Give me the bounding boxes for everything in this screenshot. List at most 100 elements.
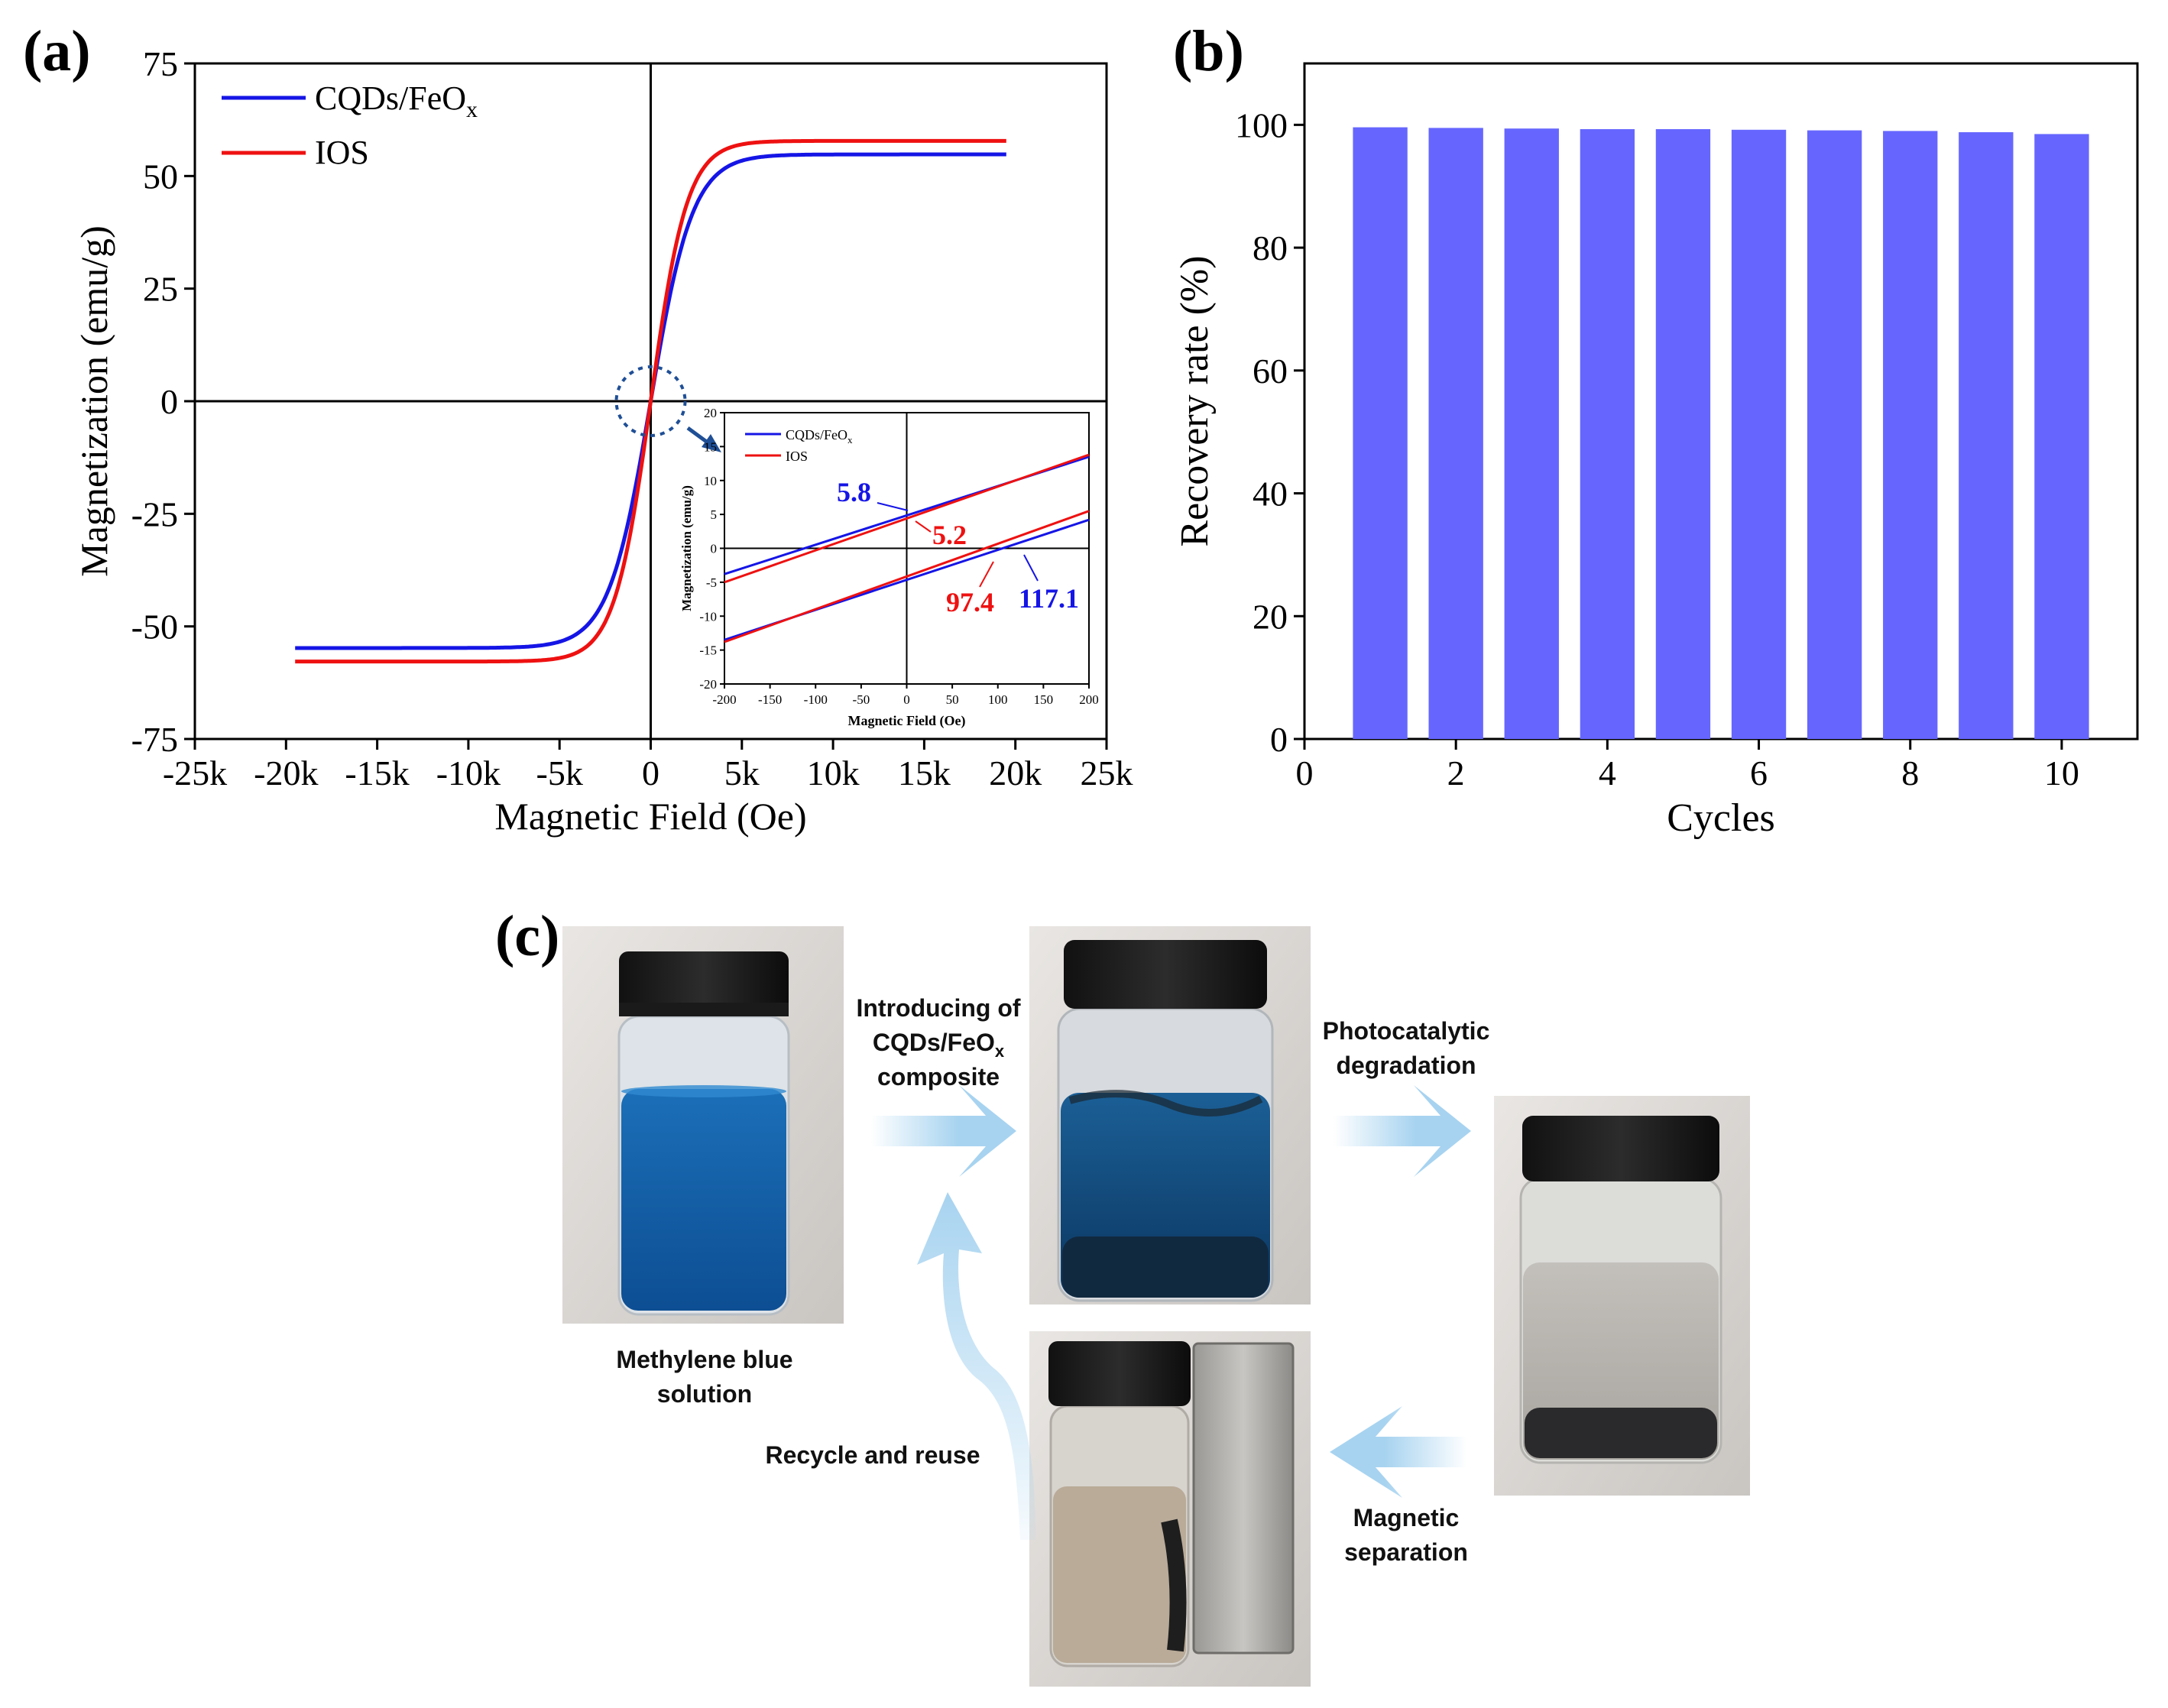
panel-c-label: (c) <box>495 904 559 968</box>
caption-introducing-line3: composite <box>877 1063 1000 1091</box>
caption-magnetic-line2: separation <box>1344 1538 1468 1566</box>
chart-a-ytick-label: 50 <box>143 157 178 196</box>
chart-b-ytick-label: 0 <box>1270 720 1288 759</box>
inset-annotation-label: 117.1 <box>1019 583 1079 614</box>
chart-a-series-ios <box>295 138 1006 664</box>
chart-b-bar <box>1731 129 1787 739</box>
chart-b-frame <box>1303 62 2139 741</box>
inset-ytick-label: -10 <box>699 609 717 624</box>
inset-xtick-label: 50 <box>946 692 959 707</box>
caption-recycle: Recycle and reuse <box>765 1441 980 1469</box>
chart-a-xtick-label: 10k <box>807 754 860 792</box>
chart-b-bar <box>1655 128 1711 740</box>
photo-methylene-blue <box>562 926 844 1324</box>
chart-b-xlabel: Cycles <box>1667 796 1775 840</box>
chart-b-ytick-label: 20 <box>1253 597 1288 636</box>
chart-b-bar <box>1428 128 1483 739</box>
caption-magnetic-line1: Magnetic <box>1353 1504 1460 1531</box>
chart-a-xtick-label: 0 <box>642 754 659 792</box>
chart-b-ytick-label: 40 <box>1253 475 1288 514</box>
chart-a-xtick-label: 15k <box>898 754 951 792</box>
chart-b-ytick-label: 100 <box>1235 105 1288 144</box>
chart-b-xtick-label: 6 <box>1750 754 1768 792</box>
chart-a-ylabel: Magnetization (emu/g) <box>73 225 115 577</box>
inset-annotation-label: 97.4 <box>946 587 994 617</box>
chart-a-xlabel: Magnetic Field (Oe) <box>494 795 806 838</box>
chart-b-xtick-label: 2 <box>1447 754 1465 792</box>
inset-series-ios-lower <box>724 510 1090 643</box>
inset-annotation-leader <box>915 520 932 533</box>
chart-b-bar <box>1580 128 1635 740</box>
chart-a-ytick-label: 0 <box>160 382 178 421</box>
inset-ytick-label: -20 <box>699 677 717 692</box>
chart-a-xtick-label: -5k <box>536 754 583 792</box>
arrow-photocatalytic <box>1334 1085 1471 1177</box>
chart-b-xtick-label: 8 <box>1901 754 1919 792</box>
chart-a-ytick-label: -75 <box>131 720 178 759</box>
panel-b-label: (b) <box>1173 19 1244 83</box>
caption-group: Methylene blue solution Introducing of C… <box>616 994 1489 1566</box>
inset-xtick-label: -50 <box>853 692 870 707</box>
inset-annotation-label: 5.2 <box>932 520 967 550</box>
inset-ytick-label: 5 <box>711 507 718 522</box>
inset-xtick-label: 100 <box>988 692 1008 707</box>
inset-ytick-label: -5 <box>706 575 717 590</box>
photo-degraded <box>1494 1096 1750 1496</box>
inset-annotation-leader <box>877 502 909 511</box>
chart-a-ytick-label: 75 <box>143 44 178 83</box>
chart-a-zoom-circle <box>614 365 687 437</box>
inset-xtick-label: 200 <box>1079 692 1099 707</box>
inset-annotation-leader <box>979 561 994 588</box>
chart-a-xtick-label: 20k <box>989 754 1042 792</box>
inset-ytick-label: 0 <box>711 542 718 556</box>
arrow-magnetic-separation <box>1330 1406 1467 1498</box>
inset-annotation-label: 5.8 <box>837 477 871 507</box>
caption-photocatalytic-line2: degradation <box>1336 1052 1476 1079</box>
chart-b-bar <box>1883 131 1938 739</box>
chart-a-zoom-arrowhead <box>702 434 721 452</box>
chart-b-bar <box>1959 132 2014 740</box>
chart-a-ytick-label: 25 <box>143 270 178 309</box>
chart-a-xtick-label: 25k <box>1081 754 1133 792</box>
chart-b-bar <box>2034 134 2089 739</box>
caption-introducing-line1: Introducing of <box>856 994 1020 1022</box>
inset-xtick-label: 0 <box>903 692 910 707</box>
chart-a-legend-label-cqds: CQDs/FeOx <box>315 79 478 122</box>
chart-b-xtick-label: 0 <box>1296 754 1314 792</box>
chart-b-bar <box>1807 130 1862 739</box>
chart-b-ylabel: Recovery rate (%) <box>1173 255 1217 546</box>
inset-ytick-label: 15 <box>704 439 717 454</box>
chart-a-xtick-label: 5k <box>724 754 760 792</box>
inset-ytick-label: 10 <box>704 474 717 488</box>
chart-a-legend-label-ios: IOS <box>315 134 369 171</box>
chart-a: -25k -20k -15k -10k -5k 0 5k 10k 15k 20k 25k-75-50… <box>73 44 1133 838</box>
chart-b-bar <box>1353 127 1408 739</box>
inset-legend-label-cqds: CQDs/FeOx <box>786 427 853 446</box>
photo-with-composite <box>1029 926 1311 1304</box>
inset-xlabel: Magnetic Field (Oe) <box>848 713 966 729</box>
chart-a-inset: -200 -150 -100 -50 0 50 100 150 200-20-15-10-505… <box>679 406 1099 729</box>
caption-photocatalytic-line1: Photocatalytic <box>1323 1017 1490 1045</box>
inset-xtick-label: 150 <box>1034 692 1054 707</box>
arrow-introducing <box>871 1085 1016 1177</box>
caption-mb-line2: solution <box>657 1380 752 1408</box>
arrow-recycle <box>917 1192 1035 1540</box>
inset-legend-label-ios: IOS <box>786 449 808 464</box>
chart-b-ytick-label: 60 <box>1253 352 1288 391</box>
inset-ytick-label: 20 <box>704 406 717 420</box>
inset-xtick-label: -150 <box>758 692 782 707</box>
inset-xtick-label: -100 <box>804 692 828 707</box>
inset-series-ios-upper <box>724 453 1090 584</box>
chart-a-xtick-label: -10k <box>436 754 501 792</box>
inset-ytick-label: -15 <box>699 643 717 658</box>
chart-a-ytick-label: -25 <box>131 494 178 533</box>
inset-ylabel: Magnetization (emu/g) <box>679 485 694 611</box>
chart-b-ytick-label: 80 <box>1253 228 1288 267</box>
inset-annotation-leader <box>1023 554 1039 582</box>
photo-magnetic-separation <box>1029 1331 1311 1687</box>
chart-b-xtick-label: 10 <box>2044 754 2079 792</box>
chart-b-xtick-label: 4 <box>1599 754 1616 792</box>
chart-a-xtick-label: -20k <box>254 754 318 792</box>
